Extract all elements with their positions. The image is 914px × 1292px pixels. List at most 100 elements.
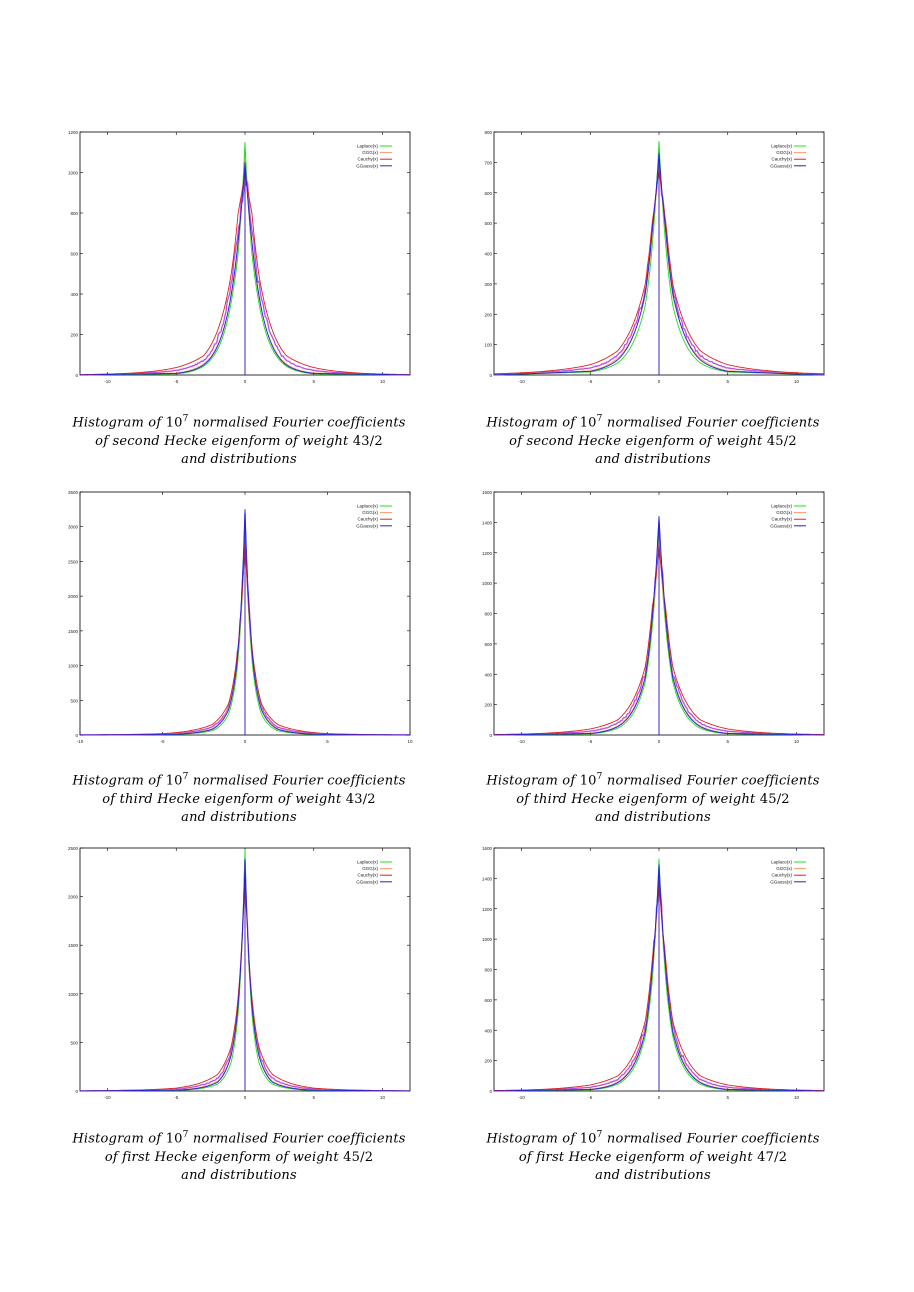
x-tick-label: 10 <box>380 379 386 384</box>
y-tick-label: 1000 <box>482 937 493 942</box>
y-tick-label: 700 <box>484 160 492 165</box>
legend-label: GGG(x) <box>776 510 792 515</box>
chart-svg-3: 0 500 1000 1500 2000 2500 3000 3500 -10 -5 0 5 10 Lap… <box>68 490 413 744</box>
y-tick-label: 800 <box>484 612 492 617</box>
legend-label: GGauss(x) <box>356 879 378 884</box>
y-tick-label: 600 <box>484 998 492 1003</box>
y-tick-label: 100 <box>484 343 492 348</box>
x-tick-label: -5 <box>174 379 178 384</box>
chart-panel-3: 0 500 1000 1500 2000 2500 3000 3500 -10 -5 0 5 10 Lap… <box>60 486 413 746</box>
chart-panel-1: 0 200 400 600 800 1000 1200 -10 -5 0 5 10 Laplace(x)… <box>60 126 411 386</box>
legend-label: Cauchy(x) <box>771 157 792 162</box>
x-tick-label: 5 <box>312 379 315 384</box>
y-tick-label: 400 <box>484 252 492 257</box>
legend-label: Cauchy(x) <box>357 873 378 878</box>
y-tick-label: 1200 <box>68 130 79 135</box>
y-tick-label: 200 <box>484 312 492 317</box>
x-tick-label: -10 <box>518 1095 525 1100</box>
x-tick-label: -10 <box>518 739 525 744</box>
y-tick-label: 500 <box>484 221 492 226</box>
y-tick-label: 0 <box>489 373 492 378</box>
legend-label: Laplace(x) <box>771 144 793 149</box>
legend-label: GGG(x) <box>362 510 378 515</box>
series-line-ggauss <box>493 516 825 736</box>
chart-svg-1: 0 200 400 600 800 1000 1200 -10 -5 0 5 10 Laplace(x)… <box>68 130 411 384</box>
x-tick-label: 5 <box>326 739 329 744</box>
y-tick-label: 2000 <box>68 895 79 900</box>
legend-label: Laplace(x) <box>771 504 793 509</box>
figure-caption-4: Histogram of 107 normalised Fourier coef… <box>486 772 820 826</box>
y-tick-label: 200 <box>484 1059 492 1064</box>
x-tick-label: -5 <box>588 1095 592 1100</box>
y-tick-label: 1000 <box>68 992 79 997</box>
y-tick-label: 1000 <box>68 171 79 176</box>
x-tick-label: 5 <box>726 1095 729 1100</box>
legend-label: Laplace(x) <box>771 860 793 865</box>
x-tick-label: 10 <box>794 379 800 384</box>
x-tick-label: -10 <box>77 739 84 744</box>
y-tick-label: 400 <box>484 1028 492 1033</box>
chart-panel-4: 0 200 400 600 800 1000 1200 1400 1600 -10 -5 0 5 10 La… <box>474 486 825 746</box>
legend-label: Laplace(x) <box>357 860 379 865</box>
series-line-ggauss <box>493 153 825 376</box>
x-tick-label: 0 <box>658 379 661 384</box>
y-tick-label: 500 <box>70 1040 78 1045</box>
y-tick-label: 3000 <box>68 525 79 530</box>
y-tick-label: 3500 <box>68 490 79 495</box>
y-tick-label: 1000 <box>482 581 493 586</box>
x-tick-label: 5 <box>726 379 729 384</box>
x-tick-label: 0 <box>658 739 661 744</box>
figure-caption-1: Histogram of 107 normalised Fourier coef… <box>72 414 406 468</box>
legend-label: GGG(x) <box>776 150 792 155</box>
chart-svg-4: 0 200 400 600 800 1000 1200 1400 1600 -10 -5 0 5 10 La… <box>482 490 825 744</box>
x-tick-label: 5 <box>312 1095 315 1100</box>
y-tick-label: 2500 <box>68 846 79 851</box>
y-tick-label: 0 <box>489 733 492 738</box>
y-tick-label: 500 <box>70 698 78 703</box>
chart-panel-2: 0 100 200 300 400 500 600 700 800 -10 -5 0 5 10 Laplac… <box>474 126 825 386</box>
y-tick-label: 800 <box>484 130 492 135</box>
y-tick-label: 1400 <box>482 876 493 881</box>
chart-svg-2: 0 100 200 300 400 500 600 700 800 -10 -5 0 5 10 Laplac… <box>484 130 825 384</box>
y-tick-label: 600 <box>484 642 492 647</box>
y-tick-label: 1200 <box>482 907 493 912</box>
y-tick-label: 600 <box>484 191 492 196</box>
x-tick-label: 10 <box>407 739 413 744</box>
legend-label: Cauchy(x) <box>771 517 792 522</box>
x-tick-label: 0 <box>244 1095 247 1100</box>
y-tick-label: 300 <box>484 282 492 287</box>
series-line-ggauss <box>79 859 411 1092</box>
x-tick-label: 5 <box>726 739 729 744</box>
y-tick-label: 1600 <box>482 490 493 495</box>
y-tick-label: 2000 <box>68 594 79 599</box>
legend-label: GGauss(x) <box>770 879 792 884</box>
x-tick-label: -5 <box>588 739 592 744</box>
chart-panel-6: 0 200 400 600 800 1000 1200 1400 1600 -10 -5 0 5 10 La… <box>474 842 825 1102</box>
figure-caption-5: Histogram of 107 normalised Fourier coef… <box>72 1130 406 1184</box>
legend-label: GGauss(x) <box>770 523 792 528</box>
x-tick-label: 10 <box>794 1095 800 1100</box>
figure-caption-3: Histogram of 107 normalised Fourier coef… <box>72 772 406 826</box>
y-tick-label: 1600 <box>482 846 493 851</box>
y-tick-label: 0 <box>75 733 78 738</box>
y-tick-label: 0 <box>75 373 78 378</box>
y-tick-label: 0 <box>75 1089 78 1094</box>
x-tick-label: 0 <box>244 379 247 384</box>
y-tick-label: 1400 <box>482 520 493 525</box>
legend-label: GGauss(x) <box>770 163 792 168</box>
figure-caption-6: Histogram of 107 normalised Fourier coef… <box>486 1130 820 1184</box>
y-tick-label: 2500 <box>68 559 79 564</box>
figure-caption-2: Histogram of 107 normalised Fourier coef… <box>486 414 820 468</box>
y-tick-label: 1500 <box>68 943 79 948</box>
legend-label: Laplace(x) <box>357 144 379 149</box>
legend-label: Cauchy(x) <box>357 517 378 522</box>
chart-svg-6: 0 200 400 600 800 1000 1200 1400 1600 -10 -5 0 5 10 La… <box>482 846 825 1100</box>
y-tick-label: 200 <box>484 703 492 708</box>
y-tick-label: 800 <box>70 211 78 216</box>
x-tick-label: 0 <box>244 739 247 744</box>
y-tick-label: 1200 <box>482 551 493 556</box>
x-tick-label: -5 <box>174 1095 178 1100</box>
y-tick-label: 0 <box>489 1089 492 1094</box>
x-tick-label: -10 <box>518 379 525 384</box>
